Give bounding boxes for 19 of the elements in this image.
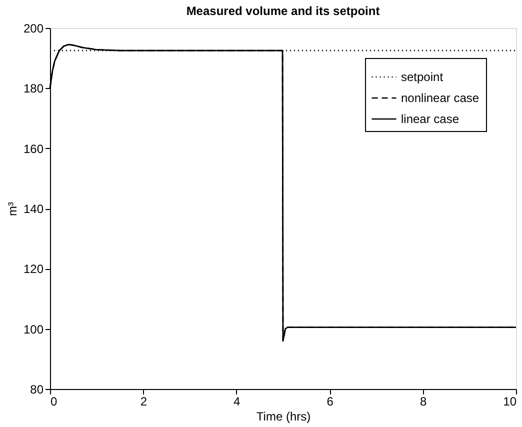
legend-label: linear case <box>401 112 460 126</box>
x-tick-label: 2 <box>140 394 148 408</box>
x-axis-title: Time (hrs) <box>256 410 311 424</box>
x-tick-label: 10 <box>503 394 517 408</box>
y-tick-label: 200 <box>23 22 44 36</box>
y-tick-label: 80 <box>30 382 44 396</box>
y-tick-label: 180 <box>23 82 44 96</box>
x-tick-label: 6 <box>326 394 334 408</box>
y-axis-title: m³ <box>5 202 20 216</box>
legend-label: nonlinear case <box>401 91 480 105</box>
x-tick-label: 0 <box>50 394 58 408</box>
chart-title: Measured volume and its setpoint <box>186 4 380 18</box>
y-tick-label: 100 <box>23 322 44 336</box>
x-tick-label: 4 <box>234 394 241 408</box>
legend-label: setpoint <box>401 70 444 84</box>
x-tick-label: 8 <box>420 394 427 408</box>
y-tick-label: 160 <box>23 142 44 156</box>
y-tick-label: 120 <box>23 262 44 276</box>
y-tick-label: 140 <box>23 202 44 216</box>
